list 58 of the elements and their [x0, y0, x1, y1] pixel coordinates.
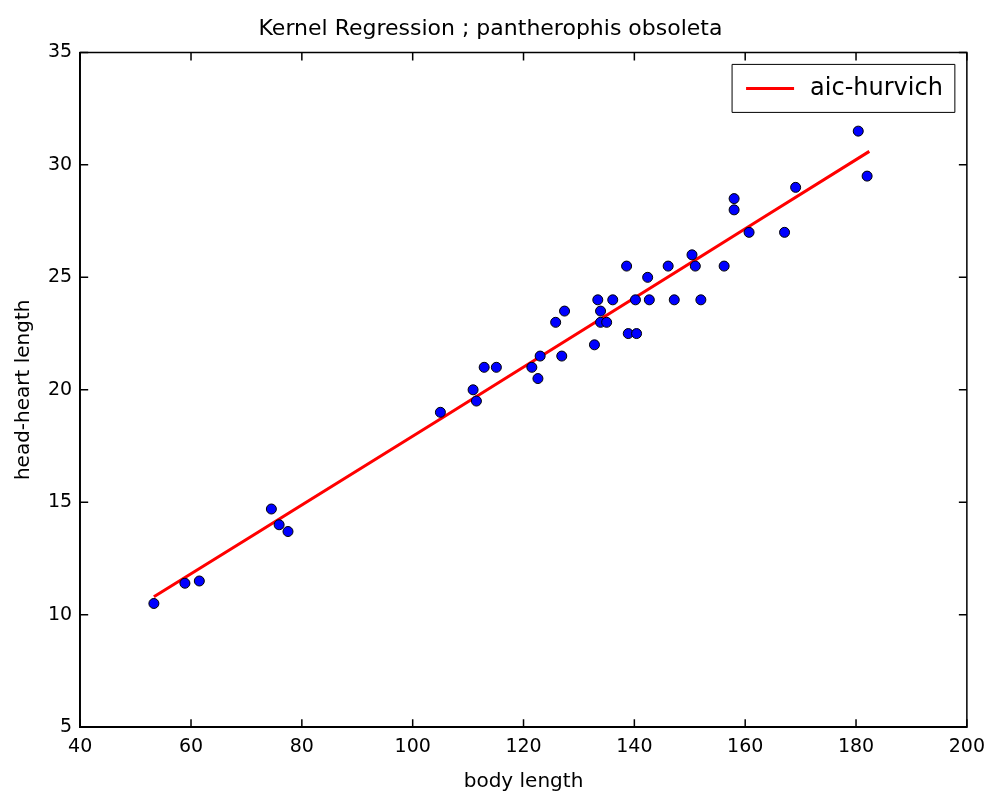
point [668, 294, 680, 306]
point [790, 181, 802, 193]
point [532, 373, 544, 385]
x-tick-label: 120 [505, 733, 542, 756]
legend-label: aic-hurvich [810, 72, 943, 101]
y-tick-label: 25 [47, 264, 73, 287]
point [689, 260, 701, 272]
point [478, 361, 490, 373]
y-tick-label: 20 [47, 376, 73, 399]
point [526, 361, 538, 373]
chart-title: Kernel Regression ; pantherophis obsoleta [258, 14, 723, 40]
point [592, 294, 604, 306]
point [193, 575, 205, 587]
x-tick-label: 100 [394, 733, 431, 756]
y-tick-label: 10 [47, 601, 73, 624]
point [265, 503, 277, 515]
x-tick-label: 180 [837, 733, 875, 756]
point [631, 328, 643, 340]
point [621, 260, 633, 272]
point [629, 294, 641, 306]
x-tick-label: 80 [289, 733, 314, 756]
point [601, 316, 613, 328]
point [595, 305, 607, 317]
point [728, 204, 740, 216]
point [588, 339, 600, 351]
x-tick-label: 60 [178, 733, 204, 756]
point [148, 597, 160, 609]
point [643, 294, 655, 306]
point [282, 526, 294, 538]
x-axis-title: body length [463, 768, 584, 793]
point [179, 577, 191, 589]
point [642, 271, 654, 283]
point [686, 249, 698, 261]
point [467, 384, 479, 396]
point [550, 316, 562, 328]
point [852, 125, 864, 137]
point [490, 361, 502, 373]
point [607, 294, 619, 306]
y-tick-label: 35 [47, 39, 73, 62]
point [779, 226, 791, 238]
y-tick-label: 15 [47, 489, 73, 512]
x-tick-label: 200 [948, 733, 985, 756]
point [728, 193, 740, 205]
point [434, 406, 446, 418]
point [743, 226, 755, 238]
x-tick-label: 160 [727, 733, 764, 756]
y-axis-title: head-heart length [10, 299, 35, 481]
point [273, 519, 285, 531]
y-tick-label: 30 [47, 151, 73, 174]
point [718, 260, 730, 272]
point [559, 305, 571, 317]
point [695, 294, 707, 306]
point [556, 350, 568, 362]
point [534, 350, 546, 362]
point [470, 395, 482, 407]
x-tick-label: 140 [616, 733, 653, 756]
point [662, 260, 674, 272]
point [861, 170, 873, 182]
